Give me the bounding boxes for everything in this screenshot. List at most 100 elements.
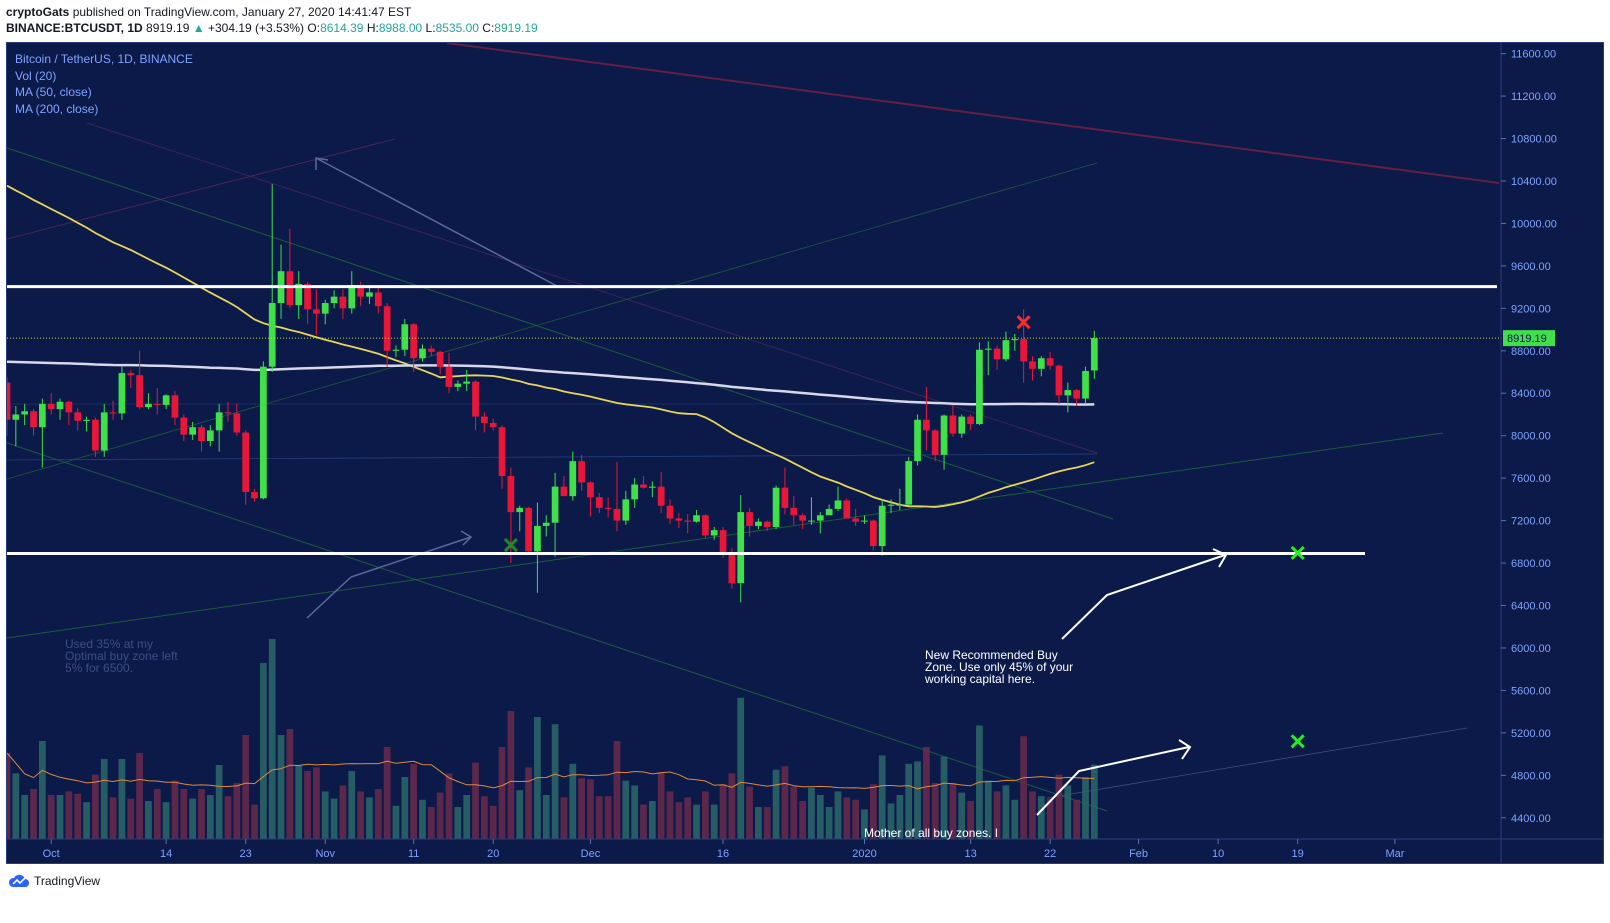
- candle-body: [631, 484, 639, 500]
- volume-bar: [1082, 777, 1089, 839]
- candles: [7, 184, 1098, 603]
- candle-body: [640, 484, 647, 488]
- volume-bar: [790, 786, 798, 839]
- volume-bar: [383, 747, 391, 839]
- x-tick-label: 11: [408, 848, 419, 860]
- volume-bar: [719, 784, 727, 839]
- moving-averages: [7, 184, 1095, 508]
- candle-body: [702, 515, 709, 536]
- legend-ma200[interactable]: MA (200, close): [15, 101, 99, 116]
- candle-body: [472, 381, 479, 417]
- volume-bar: [401, 777, 409, 839]
- candle-body: [825, 508, 833, 516]
- volume-bar: [118, 759, 126, 839]
- candle-body: [931, 430, 939, 455]
- volume-bar: [1020, 736, 1027, 839]
- trend-lines: [7, 43, 1500, 812]
- y-tick-label: 7600.00: [1511, 473, 1551, 485]
- volume-bar: [145, 801, 152, 839]
- volume-bar: [1029, 791, 1036, 839]
- volume-bar: [816, 795, 824, 839]
- candle-body: [295, 283, 303, 306]
- candle-body: [1055, 365, 1063, 396]
- chart-area[interactable]: 11600.00 11200.00 10800.00 10400.00 10000.00…: [6, 42, 1604, 864]
- candle-body: [21, 411, 29, 415]
- volume-bar: [268, 639, 276, 839]
- volume-bar: [7, 753, 11, 839]
- candle-body: [304, 283, 311, 310]
- volume-bar: [604, 796, 612, 839]
- volume-bar: [74, 793, 82, 839]
- volume-bar: [675, 802, 683, 839]
- candle-body: [1046, 358, 1054, 366]
- candle-body: [251, 491, 258, 499]
- volume-bar: [366, 797, 373, 839]
- candle-body: [808, 520, 815, 522]
- volume-bar: [56, 795, 64, 839]
- candle-body: [1037, 358, 1045, 369]
- volume-bar: [869, 784, 877, 839]
- candle-body: [763, 521, 771, 527]
- volume-bar: [1055, 774, 1063, 839]
- candle-body: [1020, 339, 1027, 362]
- volume-bar: [808, 787, 815, 839]
- volume-bar: [286, 729, 294, 839]
- candle-body: [180, 417, 188, 435]
- author-name[interactable]: cryptoGats: [6, 5, 70, 19]
- candle-body: [410, 324, 418, 359]
- volume-bar: [631, 785, 639, 839]
- volume-bar: [330, 798, 338, 839]
- legend-ma50[interactable]: MA (50, close): [15, 85, 92, 99]
- candle-body: [755, 521, 762, 526]
- volume-bar: [702, 791, 709, 839]
- ohlc-line: BINANCE:BTCUSDT, 1D 8919.19 ▲ +304.19 (+…: [6, 21, 538, 35]
- used-note-line: Used 35% at my: [65, 637, 154, 651]
- measure-path: [306, 536, 472, 619]
- candle-body: [569, 461, 577, 497]
- volume-bar: [763, 807, 771, 839]
- candle-body: [728, 554, 736, 584]
- tradingview-logo[interactable]: TradingView: [8, 874, 100, 888]
- candle-body: [693, 515, 700, 522]
- used-note-line: Optimal buy zone left: [65, 649, 178, 663]
- volume-bar: [613, 741, 621, 839]
- legend-volume[interactable]: Vol (20): [15, 68, 57, 83]
- volume-bar: [136, 753, 143, 839]
- publisher-line: cryptoGats published on TradingView.com,…: [6, 5, 411, 19]
- legend-title[interactable]: Bitcoin / TetherUS, 1D, BINANCE: [15, 52, 193, 66]
- x-tick-label: 23: [240, 848, 252, 860]
- volume-bar: [914, 761, 921, 839]
- candle-body: [330, 296, 338, 304]
- volume-bar: [834, 791, 842, 839]
- candle-body: [595, 497, 603, 508]
- candle-body: [613, 508, 621, 521]
- chart-legend: Bitcoin / TetherUS, 1D, BINANCE Vol (20)…: [15, 51, 193, 117]
- volume-bar: [233, 783, 241, 839]
- candle-body: [56, 401, 64, 410]
- y-tick-label: 6800.00: [1511, 558, 1551, 570]
- x-tick-label: 2020: [852, 848, 876, 860]
- volume-bar: [242, 735, 250, 839]
- candle-body: [507, 476, 515, 513]
- x-tick-label: Nov: [315, 848, 335, 860]
- low-value: 8535.00: [435, 21, 479, 35]
- x-tick-label: 20: [487, 848, 499, 860]
- footer: TradingView: [0, 866, 1610, 923]
- candle-body: [710, 530, 718, 536]
- y-tick-label: 9600.00: [1511, 261, 1551, 273]
- candle-body: [321, 303, 329, 314]
- candle-body: [1002, 340, 1010, 360]
- candle-body: [1029, 361, 1036, 369]
- volume-bar: [21, 795, 29, 839]
- volume-bar: [224, 796, 232, 839]
- candle-body: [436, 351, 444, 367]
- volume-bar: [1073, 799, 1081, 839]
- candle-body: [869, 520, 877, 547]
- candle-body: [534, 525, 541, 552]
- volume-bar: [1037, 796, 1045, 839]
- price-chart[interactable]: 11600.00 11200.00 10800.00 10400.00 10000.00…: [7, 43, 1604, 864]
- arrow-path: [1036, 746, 1190, 816]
- candle-body: [675, 518, 683, 521]
- candle-body: [198, 427, 205, 441]
- used-note: Used 35% at my Optimal buy zone left 5% …: [65, 638, 178, 674]
